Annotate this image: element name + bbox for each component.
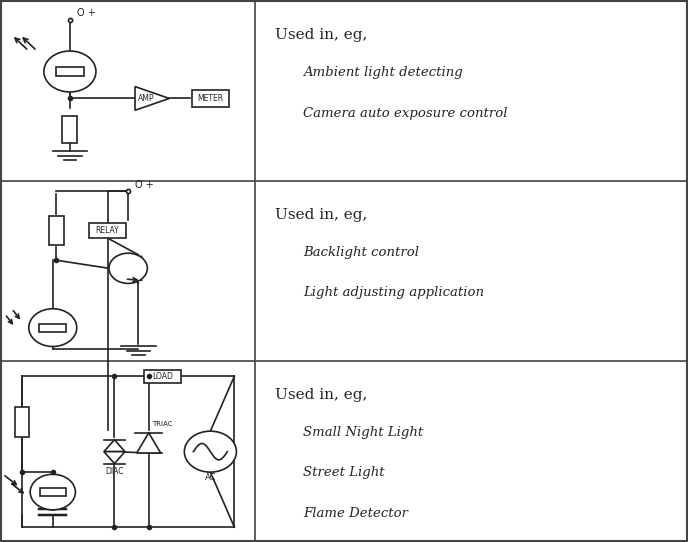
Text: Used in, eg,: Used in, eg,: [275, 388, 368, 402]
Text: Small Night Light: Small Night Light: [303, 426, 423, 439]
Text: O +: O +: [77, 8, 96, 18]
Text: Backlight control: Backlight control: [303, 246, 419, 259]
Polygon shape: [104, 451, 125, 463]
Bar: [39, 324, 67, 332]
Bar: [15, 407, 29, 437]
Text: Light adjusting application: Light adjusting application: [303, 286, 484, 299]
Bar: [191, 91, 229, 107]
Text: Used in, eg,: Used in, eg,: [275, 208, 368, 222]
Text: LOAD: LOAD: [152, 372, 173, 380]
Bar: [63, 116, 78, 143]
Polygon shape: [104, 440, 125, 451]
Text: O +: O +: [135, 180, 153, 190]
Text: Street Light: Street Light: [303, 466, 385, 479]
Text: Ambient light detecting: Ambient light detecting: [303, 66, 462, 79]
Circle shape: [30, 474, 76, 510]
Circle shape: [29, 309, 77, 346]
Text: AMP: AMP: [138, 94, 155, 103]
Bar: [144, 370, 181, 383]
Text: TRIAC: TRIAC: [152, 421, 173, 427]
Circle shape: [44, 51, 96, 92]
Bar: [49, 216, 64, 246]
Bar: [40, 488, 66, 496]
Text: METER: METER: [197, 94, 224, 103]
Circle shape: [184, 431, 237, 472]
Text: Flame Detector: Flame Detector: [303, 507, 408, 520]
Text: Used in, eg,: Used in, eg,: [275, 28, 368, 42]
Polygon shape: [135, 87, 169, 111]
Text: RELAY: RELAY: [96, 226, 120, 235]
Bar: [89, 223, 127, 238]
Circle shape: [109, 253, 147, 283]
Text: Camera auto exposure control: Camera auto exposure control: [303, 107, 507, 120]
Bar: [56, 67, 85, 76]
Text: DIAC: DIAC: [105, 467, 124, 476]
Text: AC: AC: [204, 473, 216, 482]
Polygon shape: [137, 433, 161, 453]
